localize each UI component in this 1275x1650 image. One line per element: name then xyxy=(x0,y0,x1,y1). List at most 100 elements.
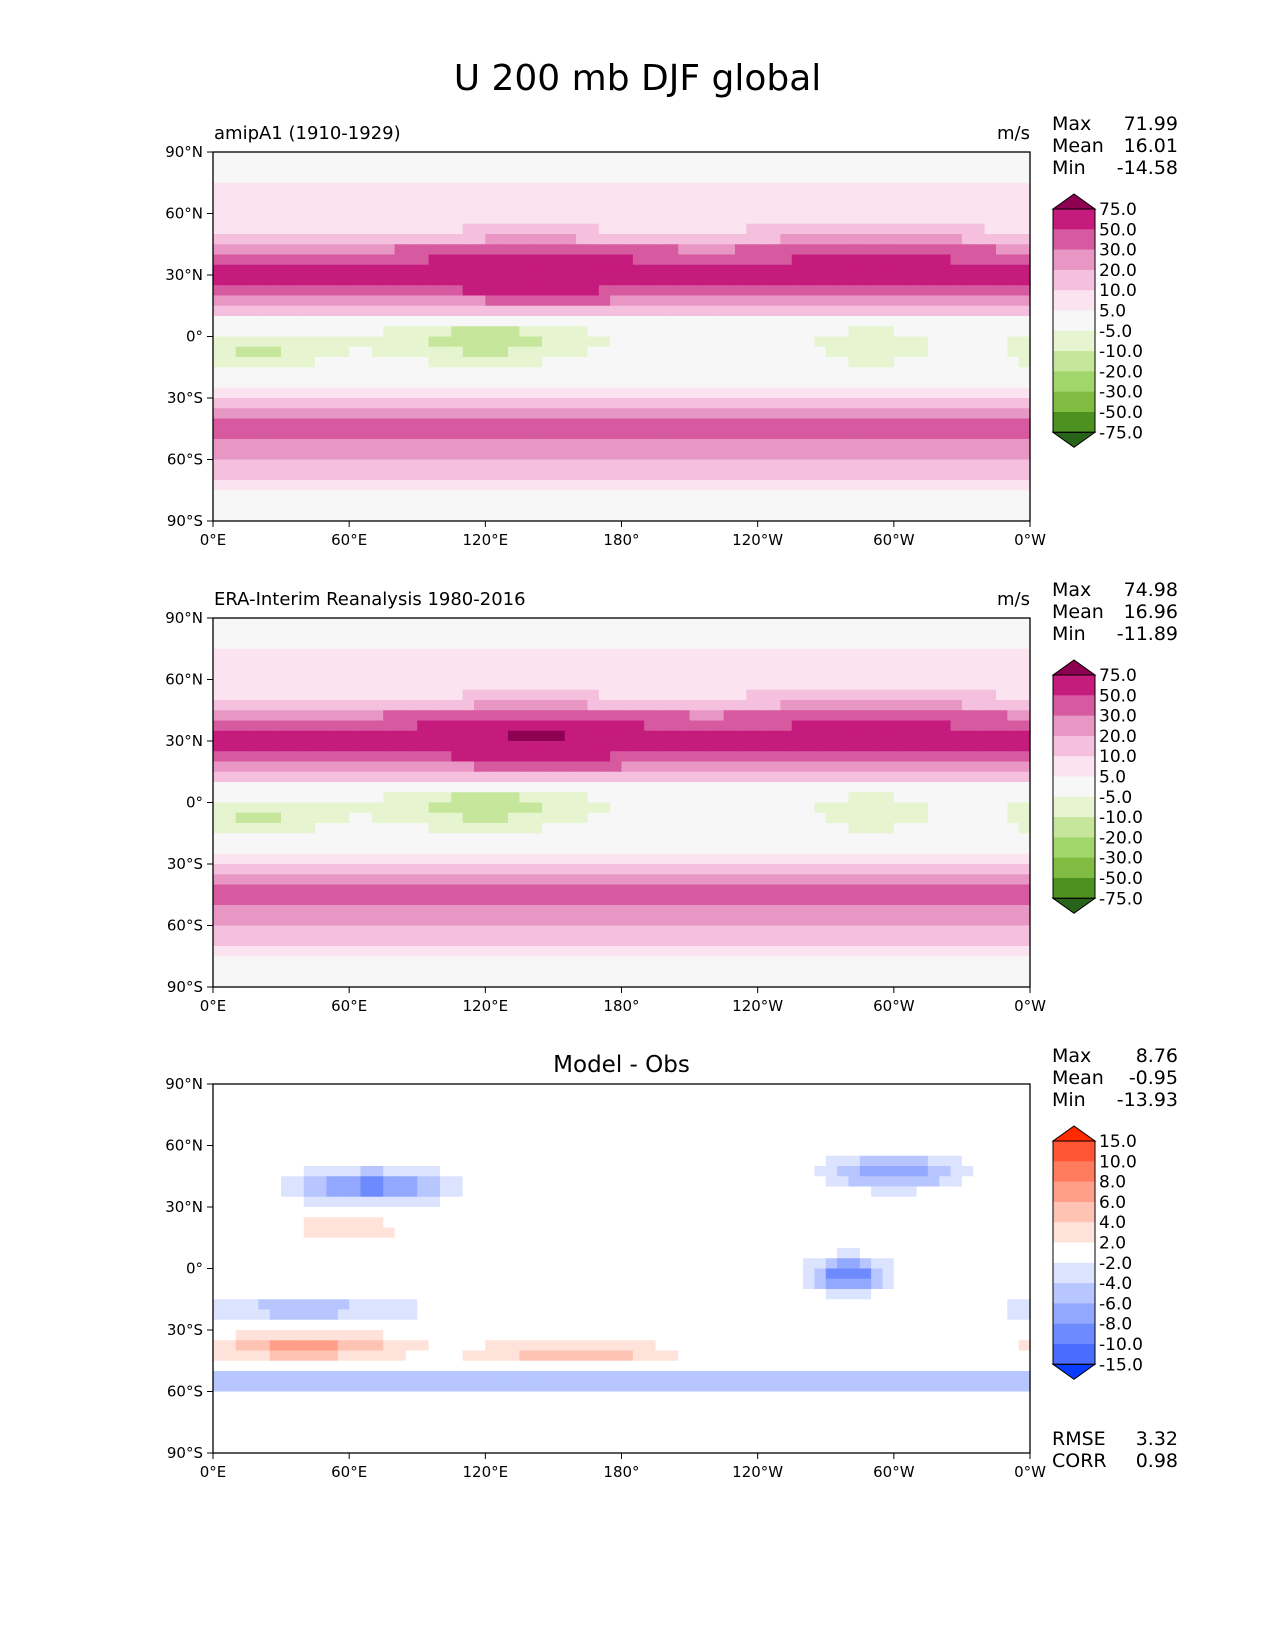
field-cell xyxy=(700,275,713,286)
field-cell xyxy=(780,638,793,650)
field-cell xyxy=(973,408,986,420)
field-cell xyxy=(791,398,804,409)
field-cell xyxy=(973,285,986,297)
field-cell xyxy=(587,172,600,184)
field-cell xyxy=(769,193,781,204)
field-cell xyxy=(621,628,634,640)
field-cell xyxy=(757,792,770,804)
field-cell xyxy=(383,710,396,722)
field-cell xyxy=(723,802,736,814)
field-cell xyxy=(371,449,384,461)
field-cell xyxy=(859,761,872,773)
field-cell xyxy=(712,285,725,297)
field-cell xyxy=(666,802,679,814)
field-cell xyxy=(950,700,963,711)
field-cell xyxy=(939,357,952,368)
field-cell xyxy=(950,730,963,742)
field-cell xyxy=(769,915,781,927)
field-cell xyxy=(1007,843,1020,855)
field-cell xyxy=(235,223,248,235)
field-cell xyxy=(496,659,509,670)
field-cell xyxy=(689,285,702,297)
field-cell xyxy=(893,884,906,896)
field-cell xyxy=(700,418,713,430)
field-cell xyxy=(587,387,600,399)
field-cell xyxy=(780,700,793,711)
field-cell xyxy=(655,469,668,481)
field-cell xyxy=(791,459,804,471)
field-cell xyxy=(326,172,339,184)
field-cell xyxy=(542,833,555,845)
field-cell xyxy=(644,223,657,235)
field-cell xyxy=(553,428,566,440)
field-cell xyxy=(814,659,827,670)
field-cell xyxy=(519,843,532,855)
field-cell xyxy=(700,244,713,256)
field-cell xyxy=(621,802,634,814)
field-cell xyxy=(632,894,645,906)
field-cell xyxy=(734,377,747,389)
field-cell xyxy=(757,741,770,752)
field-cell xyxy=(973,203,986,215)
field-cell xyxy=(235,894,248,906)
field-cell xyxy=(859,264,872,276)
field-cell xyxy=(405,213,418,225)
field-cell xyxy=(337,193,350,204)
field-cell xyxy=(995,305,1008,317)
field-cell xyxy=(371,905,384,916)
field-cell xyxy=(462,203,475,215)
field-cell xyxy=(405,833,418,845)
field-cell xyxy=(530,792,543,804)
field-cell xyxy=(848,234,861,245)
field-cell xyxy=(213,439,225,450)
field-cell xyxy=(553,203,566,215)
field-cell xyxy=(439,659,452,670)
field-cell xyxy=(247,864,259,875)
field-cell xyxy=(746,316,759,327)
field-cell xyxy=(576,628,589,640)
field-cell xyxy=(961,223,974,235)
field-cell xyxy=(303,720,316,732)
field-cell xyxy=(712,439,725,450)
field-cell xyxy=(258,357,271,368)
field-cell xyxy=(871,628,884,640)
field-cell xyxy=(882,730,895,742)
field-cell xyxy=(666,336,679,348)
field-cell xyxy=(485,792,498,804)
field-cell xyxy=(519,326,532,338)
field-cell xyxy=(224,408,237,420)
field-cell xyxy=(666,894,679,906)
field-cell xyxy=(303,925,316,937)
field-cell xyxy=(666,490,679,502)
field-cell xyxy=(224,843,237,855)
field-cell xyxy=(485,782,498,793)
field-cell xyxy=(848,182,861,194)
field-cell xyxy=(734,510,747,522)
field-cell xyxy=(405,782,418,793)
field-cell xyxy=(825,618,838,629)
field-cell xyxy=(542,628,555,640)
field-cell xyxy=(247,203,259,215)
field-cell xyxy=(1018,618,1031,629)
field-cell xyxy=(825,730,838,742)
field-cell xyxy=(621,357,634,368)
field-cell xyxy=(780,305,793,317)
field-cell xyxy=(632,234,645,245)
field-cell xyxy=(769,679,781,691)
field-cell xyxy=(871,480,884,491)
field-cell xyxy=(224,833,237,845)
field-cell xyxy=(485,193,498,204)
field-cell xyxy=(303,223,316,235)
field-cell xyxy=(644,244,657,256)
colorbar-label: -5.0 xyxy=(1099,322,1132,342)
field-cell xyxy=(610,387,623,399)
field-cell xyxy=(349,905,362,916)
field-cell xyxy=(292,398,305,409)
field-cell xyxy=(485,203,498,215)
field-cell xyxy=(519,946,532,957)
field-cell xyxy=(916,172,929,184)
field-cell xyxy=(428,510,441,522)
colorbar-segment xyxy=(1053,330,1095,352)
field-cell xyxy=(576,648,589,660)
field-cell xyxy=(689,510,702,522)
